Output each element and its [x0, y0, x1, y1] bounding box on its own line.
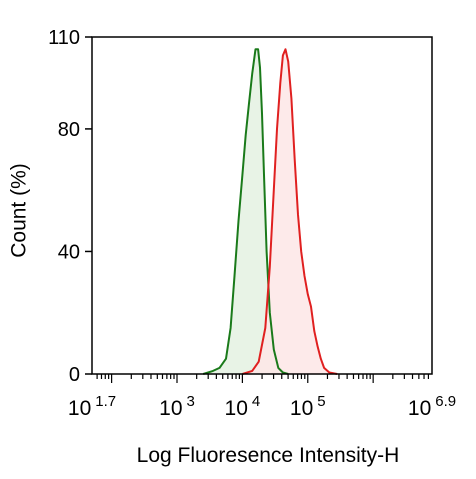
- x-axis: 10 1.7 10 3 10 4 10 5 10 6.9: [68, 374, 456, 420]
- y-tick-label-2: 80: [58, 119, 80, 141]
- x-tick-label-1: 10 3: [159, 393, 195, 420]
- plot-area: [202, 48, 338, 375]
- series-1-line: [242, 48, 338, 375]
- y-axis: 0 40 80 110: [48, 27, 92, 386]
- y-tick-label-0: 0: [69, 364, 80, 386]
- y-tick-label-3: 110: [48, 27, 80, 49]
- x-tick-label-0: 10 1.7: [68, 393, 116, 420]
- x-tick-label-3: 10 5: [290, 393, 326, 420]
- x-tick-label-4: 10 6.9: [408, 393, 456, 420]
- x-tick-label-2: 10 4: [225, 393, 261, 420]
- y-tick-label-1: 40: [58, 241, 80, 263]
- series-0-line: [202, 48, 289, 375]
- y-axis-title: Count (%): [8, 163, 31, 258]
- x-axis-title: Log Fluoresence Intensity-H: [137, 444, 400, 467]
- series-1-area: [242, 49, 338, 375]
